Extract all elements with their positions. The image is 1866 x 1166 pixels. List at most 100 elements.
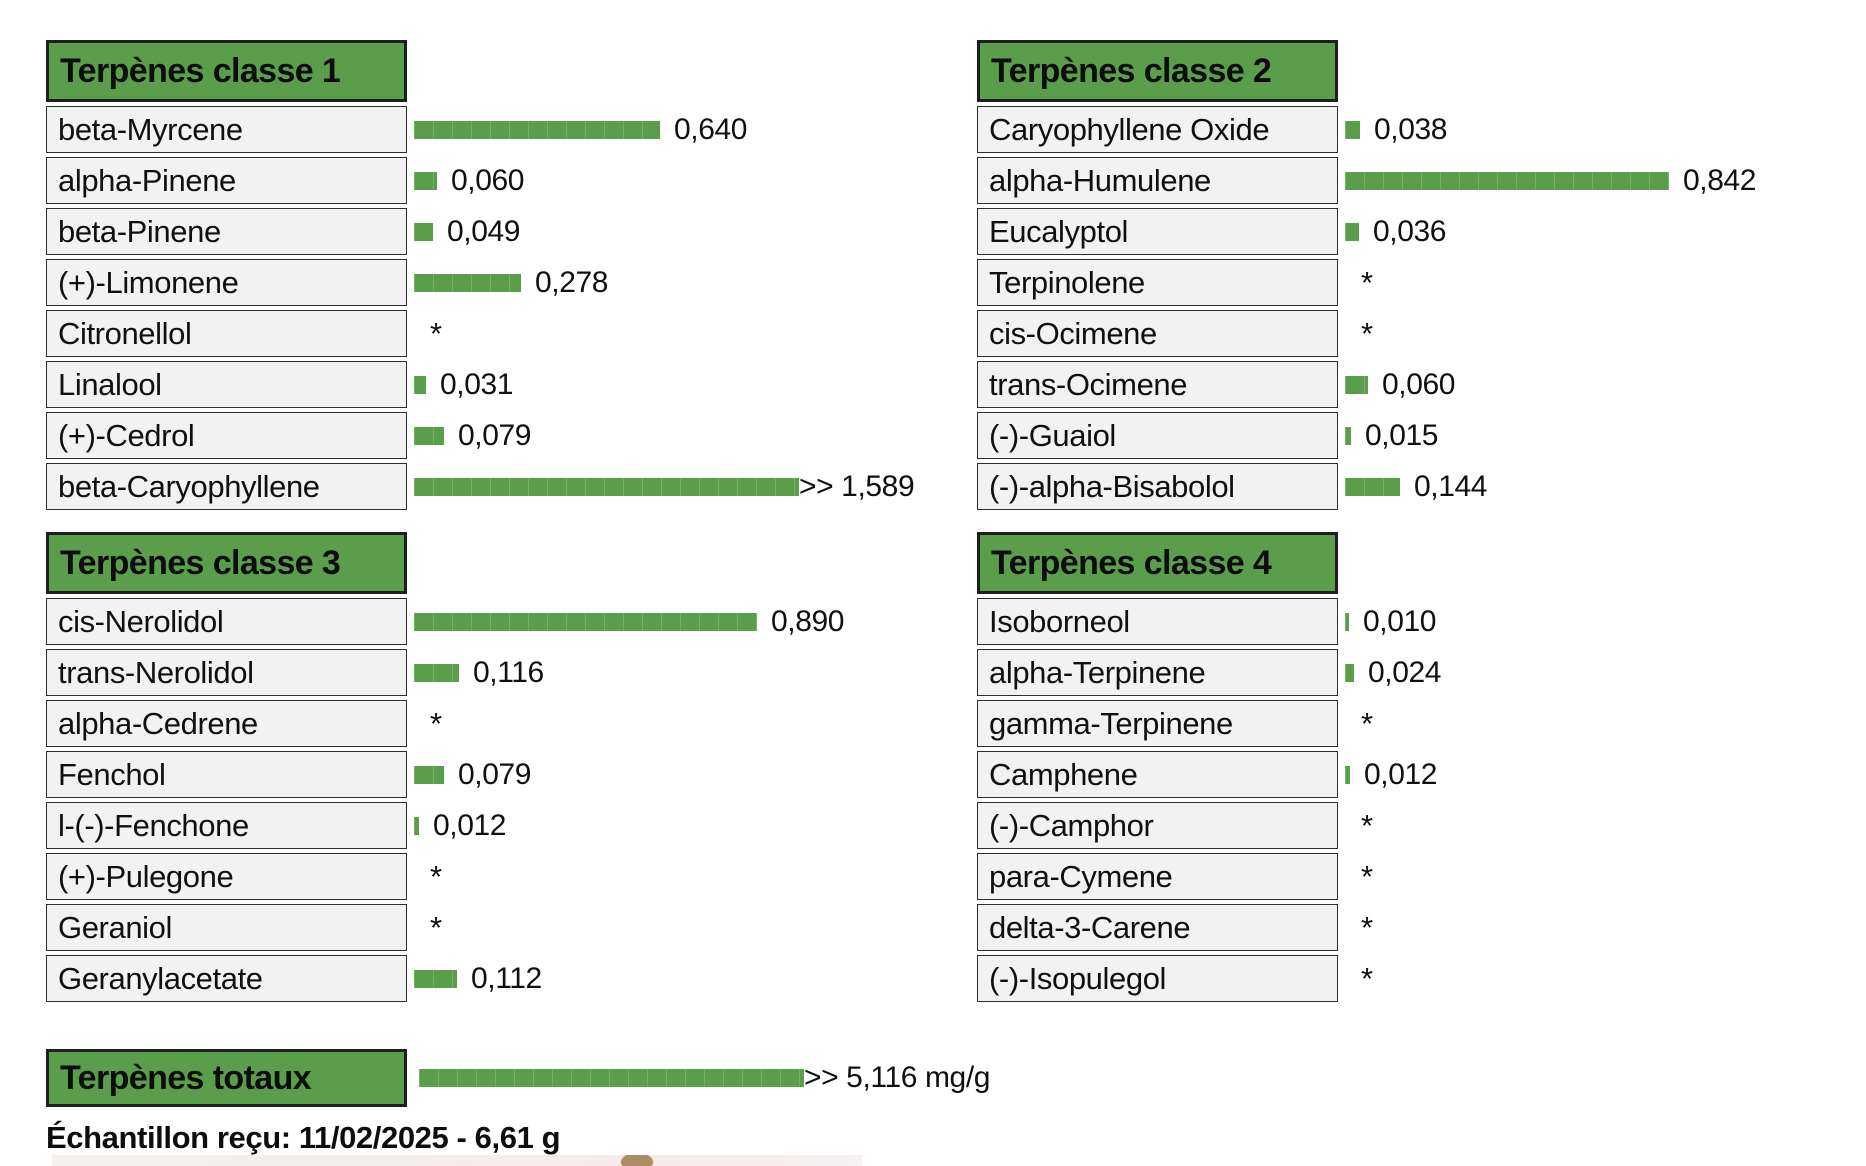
- value-bar: [1345, 663, 1354, 682]
- table-row: delta-3-Carene *: [977, 904, 1866, 951]
- table-title: Terpènes classe 3: [46, 532, 407, 594]
- value-zone: *: [414, 700, 442, 747]
- trace-asterisk: *: [1361, 909, 1374, 945]
- compound-name: Terpinolene: [977, 259, 1338, 306]
- table-row: Camphene 0,012: [977, 751, 1866, 798]
- value-bar: [414, 426, 444, 445]
- value-zone: 0,890: [414, 598, 844, 645]
- compound-name: beta-Myrcene: [46, 106, 407, 153]
- table-row: Linalool 0,031: [46, 361, 936, 408]
- value-zone: 0,060: [1345, 361, 1455, 408]
- value-label: 0,012: [1364, 757, 1438, 791]
- compound-name: Eucalyptol: [977, 208, 1338, 255]
- value-zone: *: [414, 853, 442, 900]
- value-label: 0,060: [451, 163, 525, 197]
- compound-name: (+)-Pulegone: [46, 853, 407, 900]
- value-bar: [414, 222, 433, 241]
- value-label: 0,116: [473, 655, 544, 689]
- terpenes-class-4-table: Terpènes classe 4 Isoborneol 0,010 alpha-Te…: [977, 532, 1866, 1006]
- compound-name: Geraniol: [46, 904, 407, 951]
- value-zone: 0,010: [1345, 598, 1436, 645]
- compound-name: l-(-)-Fenchone: [46, 802, 407, 849]
- compound-name: para-Cymene: [977, 853, 1338, 900]
- value-bar: [414, 663, 459, 682]
- value-label: 0,890: [771, 604, 845, 638]
- value-label: 0,112: [471, 961, 542, 995]
- value-zone: 0,842: [1345, 157, 1756, 204]
- value-zone: 0,079: [414, 751, 531, 798]
- compound-name: trans-Nerolidol: [46, 649, 407, 696]
- compound-name: Geranylacetate: [46, 955, 407, 1002]
- table-row: (+)-Cedrol 0,079: [46, 412, 936, 459]
- value-label: 0,038: [1374, 112, 1448, 146]
- table-row: alpha-Humulene 0,842: [977, 157, 1866, 204]
- table-row: (+)-Limonene 0,278: [46, 259, 936, 306]
- trace-asterisk: *: [430, 705, 443, 741]
- value-zone: 0,024: [1345, 649, 1441, 696]
- table-row: (-)-Isopulegol *: [977, 955, 1866, 1002]
- value-zone: *: [414, 904, 442, 951]
- compound-name: beta-Caryophyllene: [46, 463, 407, 510]
- value-label: 0,144: [1414, 469, 1488, 503]
- value-zone: *: [414, 310, 442, 357]
- value-zone: *: [1345, 853, 1373, 900]
- table-row: Isoborneol 0,010: [977, 598, 1866, 645]
- value-label: 0,012: [433, 808, 507, 842]
- value-label: 0,036: [1373, 214, 1447, 248]
- value-bar: [1345, 171, 1669, 190]
- table-row: Geranylacetate 0,112: [46, 955, 936, 1002]
- trace-asterisk: *: [1361, 858, 1374, 894]
- terpenes-class-2-table: Terpènes classe 2 Caryophyllene Oxide 0,03…: [977, 40, 1866, 514]
- compound-name: Fenchol: [46, 751, 407, 798]
- value-zone: 0,038: [1345, 106, 1447, 153]
- value-zone: 0,116: [414, 649, 544, 696]
- table-row: beta-Myrcene 0,640: [46, 106, 936, 153]
- value-bar: [1345, 765, 1350, 784]
- value-bar: [1345, 426, 1351, 445]
- value-zone: 0,015: [1345, 412, 1438, 459]
- value-zone: 0,049: [414, 208, 520, 255]
- value-bar: [414, 612, 757, 631]
- table-row: beta-Pinene 0,049: [46, 208, 936, 255]
- totals-title: Terpènes totaux: [46, 1049, 407, 1107]
- value-zone: *: [1345, 259, 1373, 306]
- value-label: 0,031: [440, 367, 514, 401]
- value-bar: [414, 375, 426, 394]
- product-photo-cropped: [52, 1155, 862, 1166]
- trace-asterisk: *: [430, 909, 443, 945]
- value-bar: [414, 816, 419, 835]
- table-row: trans-Ocimene 0,060: [977, 361, 1866, 408]
- totals-bar: [419, 1069, 804, 1087]
- compound-name: alpha-Pinene: [46, 157, 407, 204]
- compound-name: (-)-Guaiol: [977, 412, 1338, 459]
- value-label: 0,049: [447, 214, 521, 248]
- compound-name: beta-Pinene: [46, 208, 407, 255]
- compound-name: (-)-Isopulegol: [977, 955, 1338, 1002]
- value-zone: >> 1,589: [414, 463, 915, 510]
- terpenes-class-3-table: Terpènes classe 3 cis-Nerolidol 0,890 trans…: [46, 532, 936, 1006]
- value-bar: [414, 273, 521, 292]
- value-bar: [414, 477, 799, 496]
- totals-value-label: >> 5,116 mg/g: [804, 1061, 991, 1094]
- value-zone: *: [1345, 310, 1373, 357]
- value-zone: *: [1345, 904, 1373, 951]
- table-title: Terpènes classe 2: [977, 40, 1338, 102]
- table-row: Terpinolene *: [977, 259, 1866, 306]
- compound-name: (-)-Camphor: [977, 802, 1338, 849]
- compound-name: cis-Ocimene: [977, 310, 1338, 357]
- trace-asterisk: *: [1361, 807, 1374, 843]
- value-zone: 0,012: [414, 802, 506, 849]
- compound-name: Linalool: [46, 361, 407, 408]
- trace-asterisk: *: [1361, 960, 1374, 996]
- table-row: (+)-Pulegone *: [46, 853, 936, 900]
- terpenes-class-1-table: Terpènes classe 1 beta-Myrcene 0,640 alpha-…: [46, 40, 936, 514]
- terpenes-total-row: Terpènes totaux >> 5,116 mg/g: [46, 1049, 990, 1107]
- value-label: 0,010: [1363, 604, 1437, 638]
- compound-name: Camphene: [977, 751, 1338, 798]
- value-label: 0,842: [1683, 163, 1757, 197]
- value-zone: 0,112: [414, 955, 542, 1002]
- table-row: alpha-Cedrene *: [46, 700, 936, 747]
- value-bar: [414, 765, 444, 784]
- table-row: alpha-Pinene 0,060: [46, 157, 936, 204]
- value-zone: 0,640: [414, 106, 747, 153]
